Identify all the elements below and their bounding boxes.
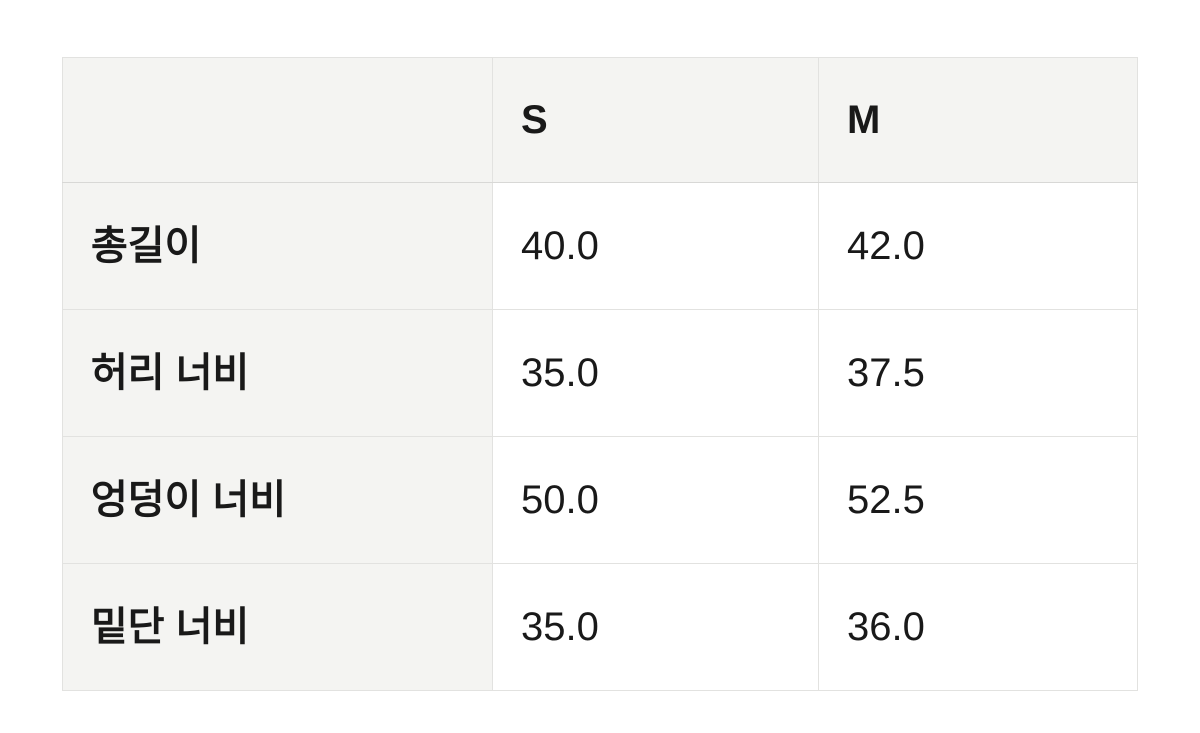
cell-hem-width-s: 35.0 [492,563,819,691]
row-label-hem-width: 밑단 너비 [62,563,493,691]
row-label-waist-width: 허리 너비 [62,309,493,437]
cell-hip-width-s: 50.0 [492,436,819,564]
cell-total-length-m: 42.0 [818,182,1138,310]
row-label-hip-width: 엉덩이 너비 [62,436,493,564]
size-chart-header-row: S M [62,57,1138,183]
header-cell-size-m: M [818,57,1138,183]
table-row-hip-width: 엉덩이 너비 50.0 52.5 [62,436,1138,564]
cell-hem-width-m: 36.0 [818,563,1138,691]
cell-hip-width-m: 52.5 [818,436,1138,564]
cell-waist-width-m: 37.5 [818,309,1138,437]
table-row-total-length: 총길이 40.0 42.0 [62,182,1138,310]
size-chart-table: S M 총길이 40.0 42.0 허리 너비 35.0 37.5 엉덩이 너비… [62,57,1138,691]
header-cell-size-s: S [492,57,819,183]
cell-total-length-s: 40.0 [492,182,819,310]
cell-waist-width-s: 35.0 [492,309,819,437]
table-row-waist-width: 허리 너비 35.0 37.5 [62,309,1138,437]
header-cell-measurement [62,57,493,183]
table-row-hem-width: 밑단 너비 35.0 36.0 [62,563,1138,691]
row-label-total-length: 총길이 [62,182,493,310]
